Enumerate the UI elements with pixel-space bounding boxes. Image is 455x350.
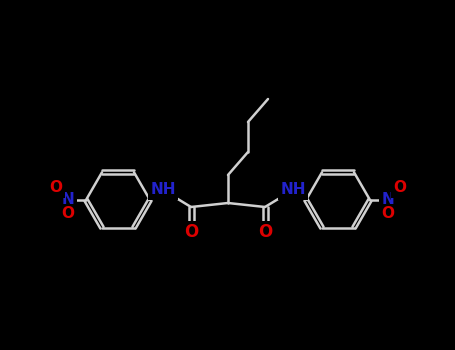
Text: O: O xyxy=(50,181,62,196)
Text: O: O xyxy=(381,206,394,222)
Text: N: N xyxy=(61,193,74,208)
Text: NH: NH xyxy=(280,182,306,197)
Text: O: O xyxy=(184,223,198,241)
Text: N: N xyxy=(382,193,394,208)
Text: NH: NH xyxy=(150,182,176,197)
Text: O: O xyxy=(394,181,406,196)
Text: O: O xyxy=(61,206,75,222)
Text: O: O xyxy=(258,223,272,241)
